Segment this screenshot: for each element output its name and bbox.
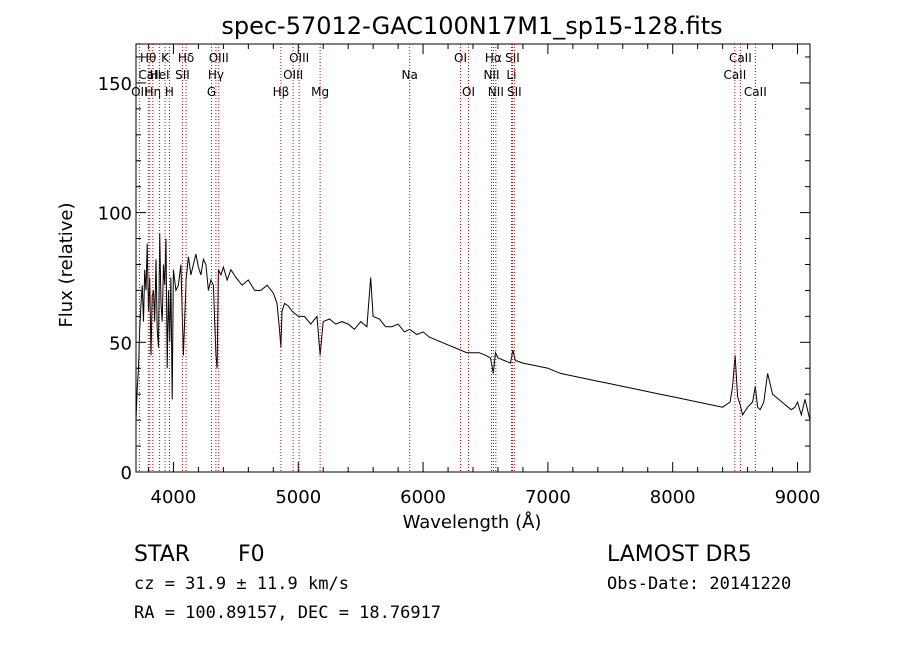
x-tick-label: 5000: [275, 487, 321, 508]
line-marker-label: CaII: [744, 85, 767, 99]
x-tick-label: 4000: [151, 487, 197, 508]
redshift-readout: cz = 31.9 ± 11.9 km/s: [134, 574, 349, 594]
line-marker-label: Hη: [145, 85, 162, 99]
object-subclass: F0: [238, 542, 265, 567]
y-tick-label: 100: [98, 204, 132, 225]
obs-date: Obs-Date: 20141220: [607, 574, 791, 594]
line-marker-label: Na: [402, 68, 418, 82]
line-marker-label: Hγ: [208, 68, 224, 82]
line-marker-label: OIII: [289, 51, 309, 65]
line-marker-label: SII: [505, 51, 520, 65]
x-axis: 4000 5000 6000 7000 8000 9000: [147, 44, 821, 508]
coordinates: RA = 100.89157, DEC = 18.76917: [134, 603, 441, 623]
line-marker-label: CaII: [138, 68, 161, 82]
line-marker-label: Hβ: [273, 85, 290, 99]
line-marker-label: OII: [131, 85, 148, 99]
line-marker-label: OI: [454, 51, 467, 65]
y-tick-label: 0: [121, 463, 132, 484]
line-marker-label: Li: [506, 68, 516, 82]
line-marker-label: Hδ: [178, 51, 194, 65]
line-marker-label: H: [165, 85, 174, 99]
line-marker-label: CaII: [723, 68, 746, 82]
x-tick-label: 6000: [400, 487, 446, 508]
y-tick-label: 150: [98, 74, 132, 95]
line-marker-label: Hθ: [140, 51, 156, 65]
line-marker-label: CaII: [729, 51, 752, 65]
y-axis-label: Flux (relative): [56, 202, 77, 327]
line-marker-label: NII: [483, 68, 499, 82]
line-marker-label: G: [207, 85, 216, 99]
line-marker-label: OIII: [209, 51, 229, 65]
line-marker-label: Hα: [485, 51, 502, 65]
object-class: STAR: [134, 542, 190, 567]
chart-title: spec-57012-GAC100N17M1_sp15-128.fits: [221, 12, 722, 40]
spectrum-line: [135, 233, 811, 421]
line-marker-label: OIII: [283, 68, 303, 82]
x-tick-label: 8000: [650, 487, 696, 508]
line-marker-label: NII: [488, 85, 504, 99]
x-axis-label: Wavelength (Å): [403, 511, 542, 533]
line-marker-label: OI: [462, 85, 475, 99]
line-marker-label: HeI: [150, 68, 170, 82]
survey-name: LAMOST DR5: [607, 542, 752, 567]
x-tick-label: 7000: [525, 487, 571, 508]
x-tick-label: 9000: [775, 487, 821, 508]
plot-frame: [135, 43, 811, 473]
line-marker-label: SII: [507, 85, 522, 99]
y-axis: 0 50 100 150: [98, 56, 810, 484]
line-marker-label: Mg: [311, 85, 329, 99]
line-marker-label: SII: [175, 68, 190, 82]
y-tick-label: 50: [109, 333, 132, 354]
line-marker-label: K: [161, 51, 170, 65]
plot-area: [135, 43, 811, 473]
